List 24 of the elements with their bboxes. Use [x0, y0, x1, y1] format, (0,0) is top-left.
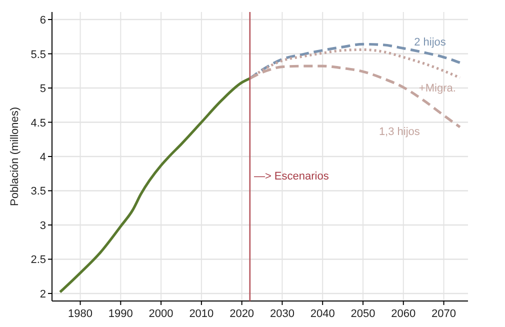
x-tick-label: 2000: [148, 308, 174, 320]
y-tick-label: 4: [40, 152, 46, 164]
y-tick-label: 5.5: [30, 48, 46, 61]
x-tick-label: 2070: [432, 308, 456, 320]
y-axis-title: Población (millones): [9, 106, 21, 206]
text: 1,3 hijos: [378, 126, 420, 138]
x-tick-label: 2030: [270, 308, 294, 320]
x-tick-label: 2040: [310, 308, 335, 320]
y-tick-label: 2.5: [30, 254, 46, 266]
x-tick-label: 2060: [391, 308, 416, 320]
x-tick-label: 2010: [189, 308, 214, 320]
x-tick-label: 1990: [108, 308, 133, 320]
y-tick-label: 6: [40, 14, 46, 27]
y-tick-label: 5: [40, 83, 46, 96]
y-tick-label: 3: [40, 220, 46, 232]
x-tick-label: 2020: [230, 308, 254, 320]
y-tick-label: 3.5: [30, 186, 46, 198]
annotation: —> Escenarios: [254, 170, 330, 183]
series-label: 2 hijos: [414, 36, 446, 49]
y-tick-label: 2: [40, 288, 46, 300]
series-label: +Migra.: [418, 82, 456, 95]
x-tick-label: 2050: [350, 308, 376, 320]
x-tick-label: 1980: [68, 308, 93, 320]
y-tick-label: 4.5: [30, 117, 46, 130]
